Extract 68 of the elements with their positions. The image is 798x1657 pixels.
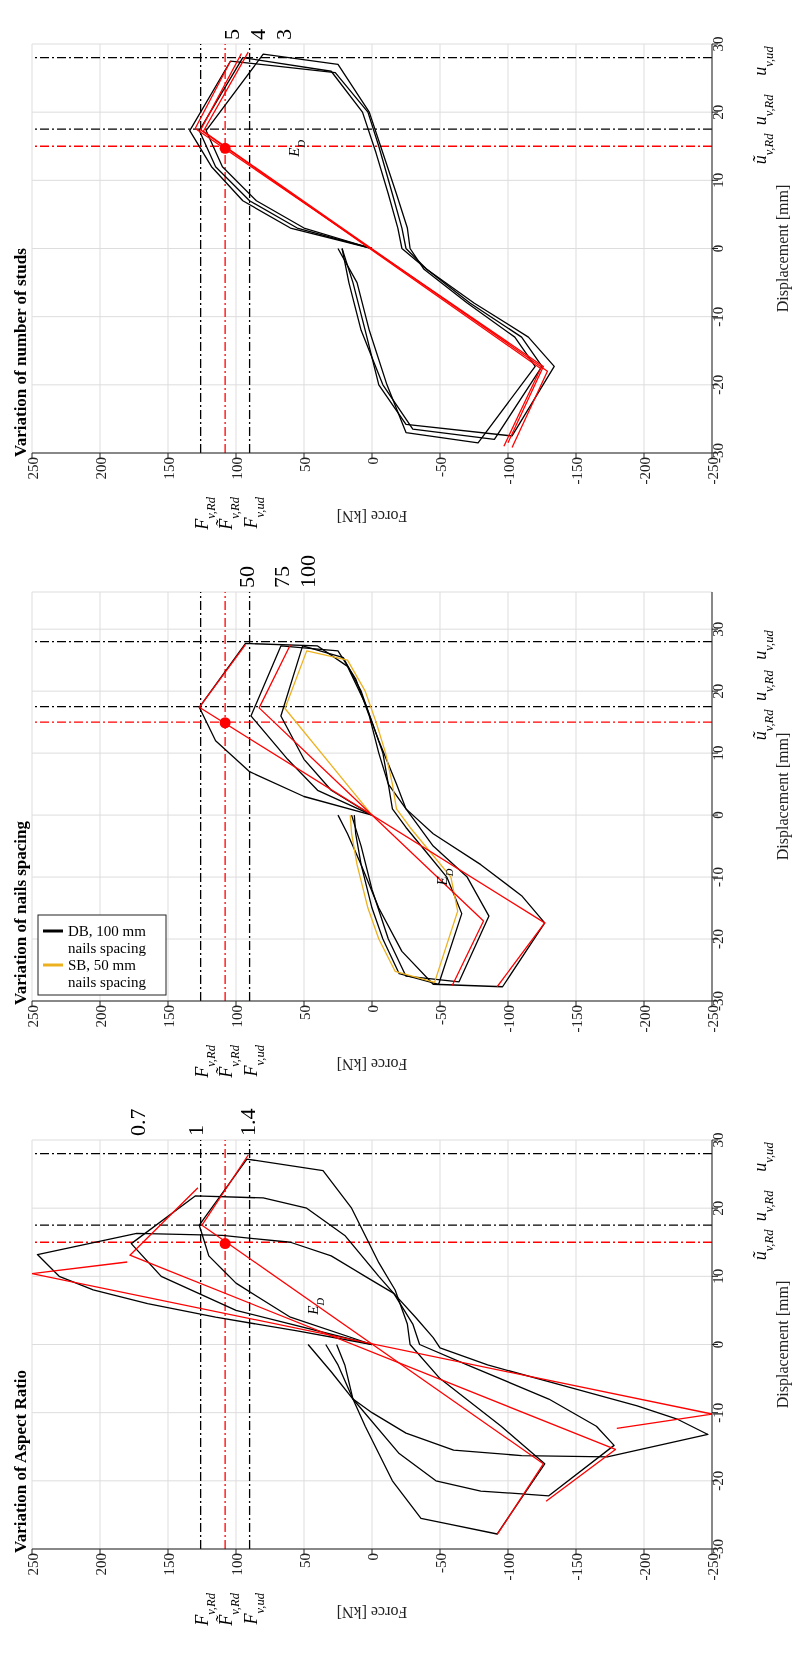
text: 5 xyxy=(218,29,244,40)
x-tick-label: -50 xyxy=(432,1005,449,1025)
y-tick-label: 10 xyxy=(710,1268,727,1284)
y-tick-label: -20 xyxy=(710,929,727,950)
y-tick-label: 0 xyxy=(710,811,727,819)
text: 75 xyxy=(268,566,294,588)
y-axis-title: Displacement [mm] xyxy=(774,732,792,861)
y-tick-label: 30 xyxy=(710,36,727,52)
y-tick-label: 30 xyxy=(710,1132,727,1148)
x-tick-label: 150 xyxy=(160,457,177,480)
x-tick-label: 150 xyxy=(160,1005,177,1028)
text: Variation of nails spacing xyxy=(11,820,30,1005)
x-axis-title: Force [kN] xyxy=(336,1056,408,1073)
y-tick-label: -20 xyxy=(710,1470,727,1491)
y-tick-label: 10 xyxy=(710,172,727,188)
x-tick-label: 200 xyxy=(92,1005,109,1028)
x-tick-label: 250 xyxy=(24,1553,41,1576)
x-tick-label: -50 xyxy=(432,1553,449,1573)
legend-label: DB, 100 mm nails spacing xyxy=(68,923,147,956)
x-tick-label: -100 xyxy=(500,1005,517,1033)
x-tick-label: -200 xyxy=(636,1553,653,1581)
x-tick-label: 50 xyxy=(296,1553,313,1568)
text: 4 xyxy=(244,29,270,40)
x-axis-title: Force [kN] xyxy=(336,1604,408,1621)
y-tick-label: 10 xyxy=(710,745,727,761)
text: 3 xyxy=(270,29,296,40)
x-tick-label: 0 xyxy=(364,457,381,465)
x-tick-label: -100 xyxy=(500,457,517,485)
y-tick-label: -10 xyxy=(710,306,727,327)
x-tick-label: -200 xyxy=(636,1005,653,1033)
legend-label: SB, 50 mm nails spacing xyxy=(68,957,147,990)
text: 1 xyxy=(183,1125,209,1136)
text: 0.7 xyxy=(124,1108,150,1136)
x-tick-label: -100 xyxy=(500,1553,517,1581)
x-tick-label: -150 xyxy=(568,457,585,485)
x-tick-label: 50 xyxy=(296,457,313,472)
x-tick-label: 0 xyxy=(364,1553,381,1561)
x-tick-label: 200 xyxy=(92,457,109,480)
text: 50 xyxy=(233,566,259,588)
x-tick-label: 200 xyxy=(92,1553,109,1576)
text: 1.4 xyxy=(234,1108,260,1136)
y-axis-title: Displacement [mm] xyxy=(774,184,792,313)
text: Variation of number of studs xyxy=(11,247,30,457)
y-tick-label: 20 xyxy=(710,1200,727,1216)
x-axis-title: Force [kN] xyxy=(336,508,408,525)
x-tick-label: -200 xyxy=(636,457,653,485)
y-tick-label: -10 xyxy=(710,867,727,888)
text: Variation of Aspect Ratio xyxy=(11,1369,30,1553)
x-tick-label: 250 xyxy=(24,457,41,480)
y-tick-label: 0 xyxy=(710,1340,727,1349)
y-axis-title: Displacement [mm] xyxy=(774,1280,792,1409)
x-tick-label: 150 xyxy=(160,1553,177,1576)
y-tick-label: -10 xyxy=(710,1402,727,1423)
x-tick-label: -150 xyxy=(568,1553,585,1581)
x-tick-label: -150 xyxy=(568,1005,585,1033)
x-tick-label: 250 xyxy=(24,1005,41,1028)
x-tick-label: 100 xyxy=(228,457,245,480)
y-tick-label: -20 xyxy=(710,374,727,395)
x-tick-label: -50 xyxy=(432,457,449,477)
x-tick-label: 50 xyxy=(296,1005,313,1020)
text: 100 xyxy=(294,555,320,588)
y-tick-label: 20 xyxy=(710,104,727,120)
y-tick-label: 20 xyxy=(710,683,727,699)
y-tick-label: 30 xyxy=(710,621,727,637)
x-tick-label: 100 xyxy=(228,1553,245,1576)
y-tick-label: 0 xyxy=(710,244,727,253)
x-tick-label: 0 xyxy=(364,1005,381,1013)
x-tick-label: 100 xyxy=(228,1005,245,1028)
